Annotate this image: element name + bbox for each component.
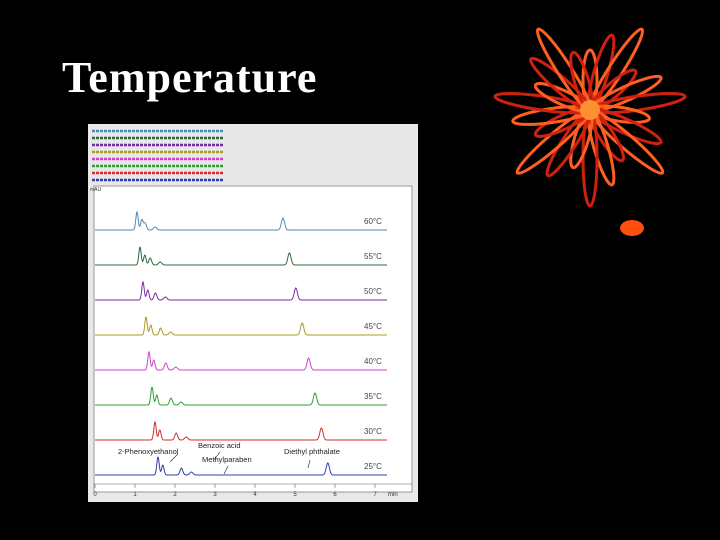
plot-area [93, 185, 413, 493]
x-tick-label: 0 [93, 492, 97, 498]
legend [92, 129, 223, 182]
slide-title: Temperature [62, 53, 318, 102]
trace-label: 30°C [364, 427, 382, 436]
trace-label: 40°C [364, 357, 382, 366]
x-tick-label: 6 [333, 492, 337, 498]
y-unit: mAU [90, 187, 102, 193]
trace [95, 246, 387, 266]
trace-label: 60°C [364, 217, 382, 226]
trace [95, 386, 387, 406]
peak-pointer [169, 453, 179, 463]
peak-label: Methylparaben [202, 455, 252, 464]
flower-center [580, 100, 600, 120]
x-tick-label: 2 [173, 492, 177, 498]
trace [95, 316, 387, 336]
x-tick-label: 7 [373, 492, 377, 498]
peak-label: Benzoic acid [198, 441, 241, 450]
trace-label: 35°C [364, 392, 382, 401]
trace-label: 50°C [364, 287, 382, 296]
trace-label: 25°C [364, 462, 382, 471]
trace [95, 420, 387, 441]
x-unit: min [388, 492, 398, 498]
trace [95, 350, 387, 371]
peak-pointer [213, 451, 221, 461]
flower-ornament [493, 27, 687, 236]
plot: 60°C 55°C 50°C 45°C 40°C 35°C 30°C 25°C 2-Phenox… [93, 210, 412, 498]
trace-label: 55°C [364, 252, 382, 261]
peak-label: 2-Phenoxyethanol [118, 447, 179, 456]
x-tick-label: 1 [133, 492, 137, 498]
peak-pointer [223, 465, 229, 475]
peak-label: Diethyl phthalate [284, 447, 340, 456]
x-tick-label: 3 [213, 492, 217, 498]
x-tick-label: 4 [253, 492, 257, 498]
trace [95, 280, 387, 301]
trace [95, 456, 387, 476]
x-tick-label: 5 [293, 492, 297, 498]
petal [588, 91, 687, 115]
trace [95, 210, 387, 231]
chromatogram-figure: 60°C 55°C 50°C 45°C 40°C 35°C 30°C 25°C 2-Phenox… [88, 124, 418, 502]
trace-label: 45°C [364, 322, 382, 331]
peak-pointer [307, 459, 311, 469]
bud [620, 220, 644, 236]
